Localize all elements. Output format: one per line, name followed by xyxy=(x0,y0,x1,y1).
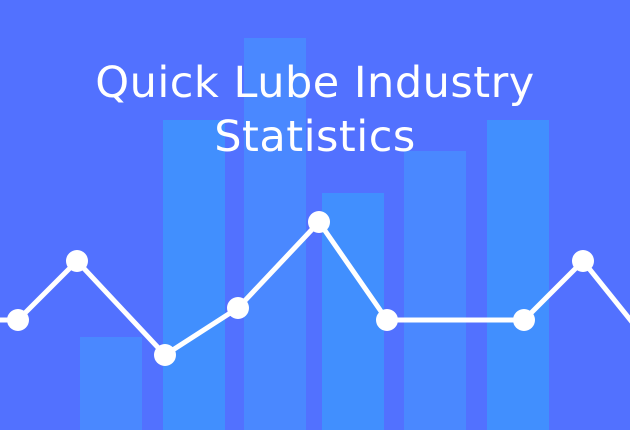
decorative-bar xyxy=(487,120,549,430)
decorative-bar xyxy=(322,193,384,430)
decorative-point xyxy=(376,309,398,331)
decorative-point xyxy=(66,250,88,272)
page-title: Quick Lube Industry Statistics xyxy=(0,56,630,164)
decorative-bar xyxy=(163,120,225,430)
decorative-line xyxy=(0,218,630,359)
title-line-1: Quick Lube Industry xyxy=(95,58,535,108)
decorative-point xyxy=(308,211,330,233)
decorative-point xyxy=(154,344,176,366)
decorative-point xyxy=(7,309,29,331)
decorative-point xyxy=(227,297,249,319)
decorative-bar xyxy=(244,38,306,430)
decorative-point xyxy=(572,250,594,272)
decorative-bar xyxy=(80,337,142,430)
decorative-bar xyxy=(404,151,466,430)
title-line-2: Statistics xyxy=(214,112,416,162)
decorative-point xyxy=(513,309,535,331)
